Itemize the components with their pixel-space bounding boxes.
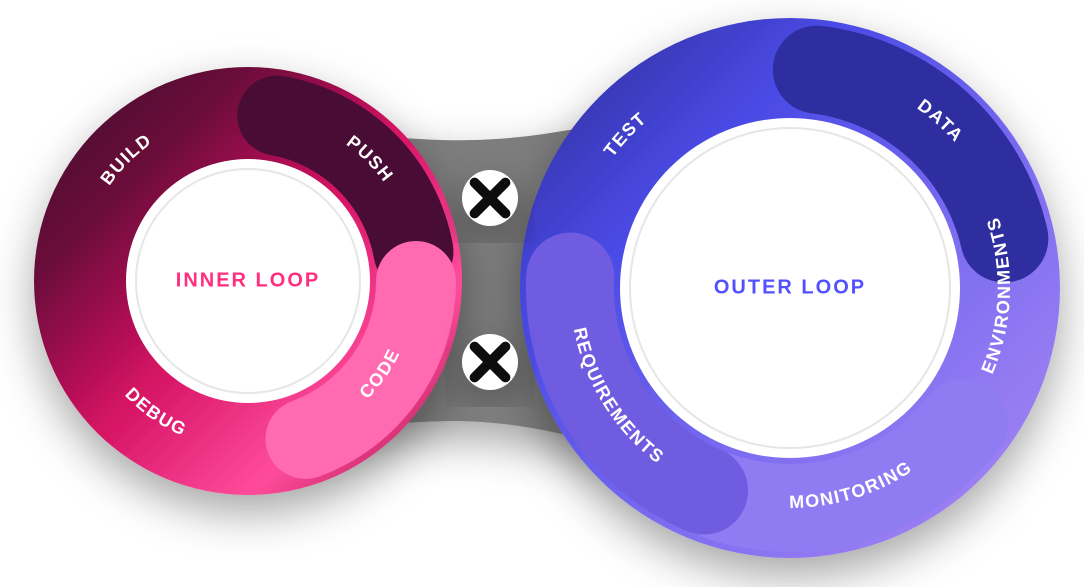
outer_loop: OUTER LOOPTESTDATAENVIRONMENTSMONITORING… [520, 18, 1060, 558]
inner_loop-title: INNER LOOP [176, 269, 320, 291]
outer_loop-title: OUTER LOOP [714, 276, 866, 298]
connector-badge-top [462, 170, 518, 226]
connector-badge-bottom [462, 334, 518, 390]
inner_loop: INNER LOOPBUILDPUSHCODEDEBUG [34, 67, 462, 495]
